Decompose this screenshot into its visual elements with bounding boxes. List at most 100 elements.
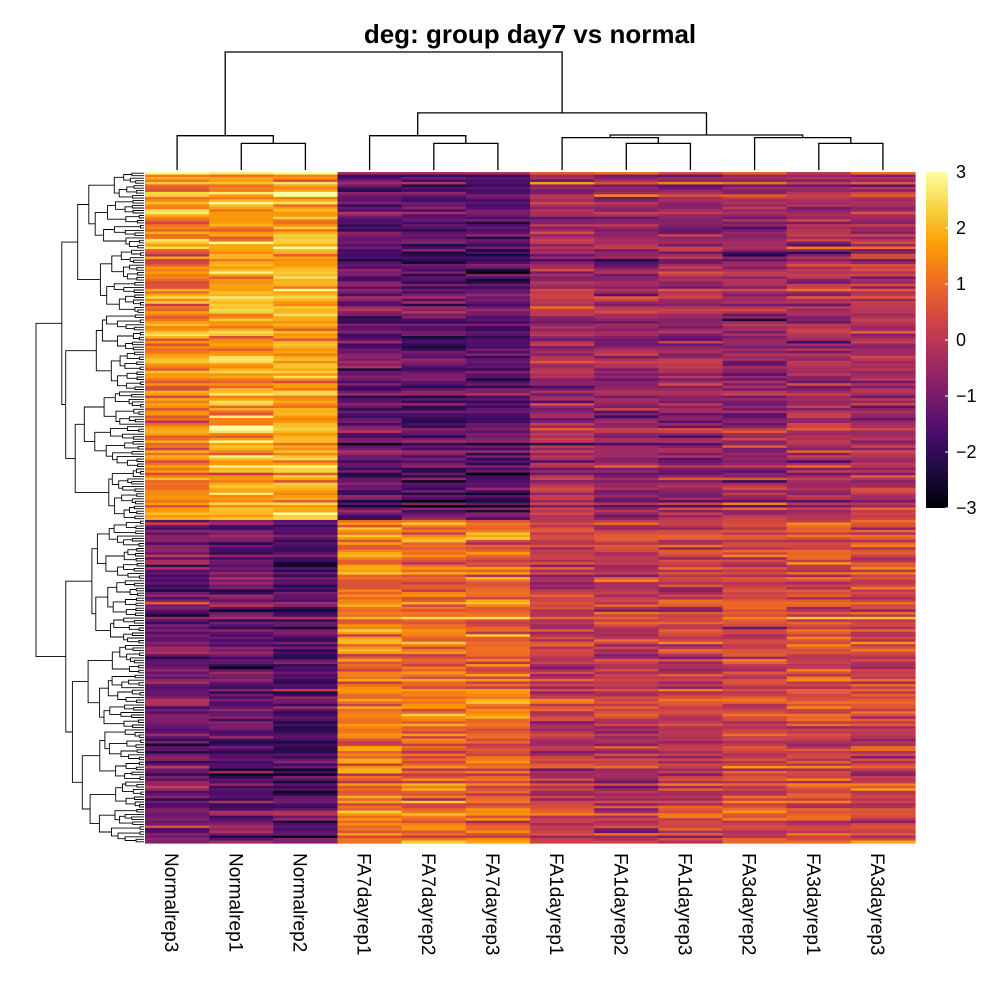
heatmap-cell (337, 693, 403, 697)
heatmap-cell (465, 303, 531, 307)
heatmap-cell (850, 524, 916, 528)
heatmap-cell (209, 321, 274, 325)
heatmap-cell (786, 278, 852, 282)
heatmap-cell (786, 298, 852, 302)
heatmap-cell (850, 584, 916, 588)
heatmap-cell (145, 343, 210, 347)
heatmap-cell (594, 460, 659, 464)
heatmap-cell (658, 179, 724, 183)
heatmap-cell (530, 291, 595, 295)
heatmap-cell (530, 176, 595, 181)
heatmap-cell (850, 400, 916, 404)
heatmap-cell (145, 733, 210, 737)
heatmap-cell (401, 241, 467, 245)
heatmap-cell (786, 711, 852, 715)
heatmap-cell (145, 823, 210, 827)
heatmap-cell (530, 723, 595, 727)
heatmap-cell (658, 435, 724, 439)
heatmap-cell (465, 716, 531, 720)
heatmap-cell (145, 805, 210, 809)
heatmap-cell (337, 828, 403, 832)
heatmap-cell (209, 736, 274, 740)
heatmap-cell (337, 333, 403, 337)
heatmap-cell (722, 410, 788, 414)
heatmap-cell (273, 311, 339, 315)
heatmap-cell (465, 537, 531, 541)
heatmap-cell (530, 770, 595, 775)
heatmap-cell (145, 815, 210, 819)
heatmap-cell (530, 557, 595, 561)
heatmap-cell (273, 708, 339, 712)
heatmap-cell (465, 587, 531, 591)
heatmap-cell (594, 746, 659, 750)
heatmap-cell (273, 823, 339, 827)
heatmap-cell (465, 614, 531, 618)
heatmap-cell (722, 624, 788, 628)
heatmap-cell (337, 688, 403, 693)
heatmap-cell (594, 226, 659, 230)
heatmap-cell (401, 671, 467, 675)
heatmap-cell (337, 231, 403, 235)
heatmap-cell (658, 644, 724, 648)
heatmap-cell (658, 733, 724, 737)
heatmap-cell (786, 574, 852, 578)
heatmap-cell (401, 718, 467, 722)
heatmap-cell (786, 181, 852, 186)
heatmap-cell (401, 353, 467, 357)
heatmap-cell (658, 629, 724, 633)
heatmap-cell (337, 408, 403, 412)
heatmap-cell (273, 179, 339, 183)
heatmap-cell (594, 698, 659, 702)
heatmap-cell (786, 743, 852, 747)
heatmap-cell (594, 480, 659, 484)
heatmap-cell (273, 835, 339, 839)
heatmap-cell (594, 321, 659, 325)
heatmap-cell (401, 800, 467, 804)
heatmap-cell (530, 201, 595, 205)
heatmap-cell (337, 691, 403, 695)
heatmap-cell (465, 659, 531, 663)
heatmap-cell (786, 455, 852, 459)
heatmap-cell (465, 452, 531, 456)
heatmap-cell (594, 589, 659, 593)
heatmap-cell (273, 306, 339, 310)
heatmap-cell (850, 251, 916, 255)
heatmap-cell (530, 681, 595, 685)
heatmap-cell (401, 490, 467, 494)
heatmap-cell (658, 726, 724, 730)
heatmap-cell (722, 251, 788, 255)
heatmap-cell (337, 201, 403, 205)
heatmap-cell (786, 425, 852, 429)
heatmap-cell (786, 726, 852, 730)
heatmap-cell (658, 765, 724, 770)
heatmap-cell (658, 778, 724, 782)
heatmap-cell (850, 331, 916, 335)
heatmap-cell (594, 554, 659, 558)
heatmap-cell (722, 249, 788, 253)
heatmap-cell (465, 751, 531, 755)
heatmap-cell (145, 572, 210, 576)
heatmap-cell (850, 385, 916, 389)
heatmap-cell (722, 355, 788, 359)
heatmap-cell (209, 756, 274, 760)
heatmap-cell (722, 226, 788, 230)
heatmap-cell (401, 216, 467, 220)
heatmap-cell (337, 199, 403, 203)
heatmap-cell (722, 599, 788, 603)
heatmap-cell (722, 281, 788, 285)
heatmap-cell (658, 323, 724, 327)
heatmap-cell (530, 820, 595, 824)
heatmap-cell (145, 219, 210, 223)
heatmap-cell (145, 505, 210, 509)
heatmap-cell (337, 293, 403, 297)
heatmap-cell (337, 594, 403, 598)
heatmap-cell (465, 485, 531, 489)
heatmap-cell (465, 596, 531, 601)
heatmap-cell (145, 273, 210, 277)
heatmap-cell (337, 681, 403, 685)
heatmap-cell (530, 231, 595, 235)
heatmap-cell (658, 375, 724, 379)
heatmap-cell (273, 216, 339, 220)
heatmap-cell (594, 584, 659, 588)
heatmap-cell (337, 721, 403, 725)
